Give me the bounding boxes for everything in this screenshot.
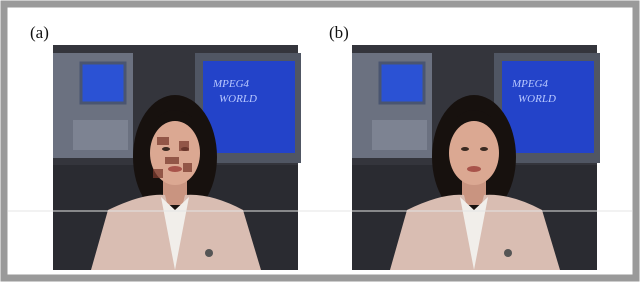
screen-text: WORLD (518, 93, 556, 105)
panel-b: (b) MPEG4 WORLD (329, 23, 600, 270)
photo: MPEG4 WORLD (53, 45, 301, 270)
screen-text: MPEG4 (511, 78, 549, 90)
panel-a: (a) MPEG4 WORLD (30, 23, 301, 270)
photo: MPEG4 WORLD (352, 45, 600, 270)
figure: (a) MPEG4 WORLD (b) MPEG4 WORLD (0, 0, 640, 282)
panel-label: (b) (329, 23, 349, 42)
panel-label: (a) (30, 23, 49, 42)
screen-text: MPEG4 (212, 78, 250, 90)
screen-text: WORLD (219, 93, 257, 105)
